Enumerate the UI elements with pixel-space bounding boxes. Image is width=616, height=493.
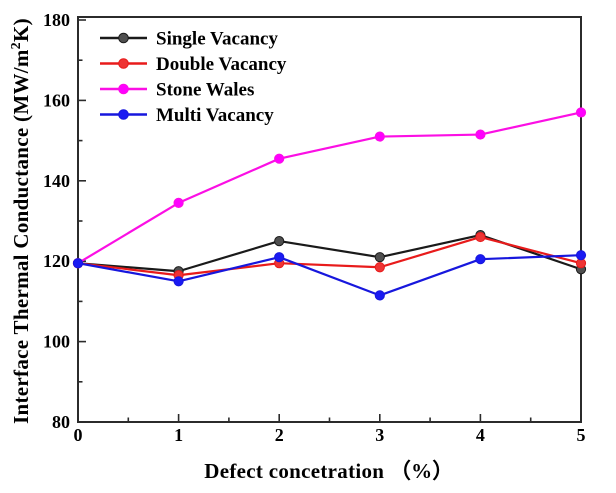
plot-area: 0 1 2 3 4 5 80 100 120 140 160 180 Single Vacancy Dou… — [43, 10, 587, 445]
legend-item-multi-vacancy: Multi Vacancy — [100, 105, 274, 126]
legend-item-double-vacancy: Double Vacancy — [100, 54, 287, 75]
x-tick-label: 4 — [476, 425, 485, 445]
series-single-vacancy — [72, 229, 587, 277]
x-tick-label: 2 — [275, 425, 284, 445]
data-point-marker — [475, 129, 486, 140]
legend-marker — [118, 83, 129, 95]
legend-label: Single Vacancy — [156, 29, 278, 50]
y-tick-label: 140 — [43, 171, 70, 191]
legend-item-single-vacancy: Single Vacancy — [100, 29, 278, 50]
legend-label: Multi Vacancy — [156, 105, 274, 126]
data-point-marker — [274, 252, 285, 263]
data-point-marker — [374, 131, 385, 142]
data-point-marker — [475, 231, 486, 243]
data-point-marker — [575, 250, 587, 261]
data-point-marker — [173, 197, 184, 209]
tick-labels: 0 1 2 3 4 5 80 100 120 140 160 180 — [43, 10, 586, 445]
x-tick-label: 5 — [577, 425, 586, 445]
series-line — [76, 111, 583, 265]
legend-marker — [118, 109, 129, 120]
legend: Single Vacancy Double Vacancy Stone Wales M… — [100, 29, 287, 126]
y-tick-label: 160 — [43, 90, 70, 110]
y-axis-title-text: Interface Thermal Conductance (MW/m2K) — [9, 18, 33, 424]
data-point-marker — [575, 107, 587, 118]
data-point-marker — [374, 252, 385, 263]
y-axis-title: Interface Thermal Conductance (MW/m2K) — [9, 18, 33, 424]
y-tick-label: 100 — [43, 332, 70, 352]
data-point-marker — [475, 254, 486, 265]
data-point-marker — [173, 276, 184, 287]
legend-label: Double Vacancy — [156, 54, 287, 75]
data-point-marker — [374, 262, 385, 273]
data-point-marker — [374, 290, 385, 301]
series-line — [76, 235, 583, 277]
y-tick-label: 80 — [52, 412, 70, 432]
x-axis-title: Defect concetration （%） — [204, 459, 453, 483]
x-tick-label: 1 — [174, 425, 183, 445]
data-point-marker — [72, 258, 84, 269]
y-tick-label: 120 — [43, 251, 70, 271]
series-line — [76, 254, 583, 297]
x-tick-label: 3 — [375, 425, 384, 445]
legend-marker — [118, 58, 129, 69]
series-multi-vacancy — [72, 250, 587, 301]
y-axis-ticks — [78, 19, 86, 423]
series-double-vacancy — [72, 231, 587, 281]
legend-item-stone-wales: Stone Wales — [100, 80, 254, 101]
y-tick-label: 180 — [43, 10, 70, 30]
plot-border — [77, 16, 582, 423]
legend-marker — [118, 32, 129, 44]
data-point-marker — [274, 153, 285, 164]
x-axis-ticks — [77, 414, 582, 422]
data-point-marker — [274, 236, 285, 247]
x-tick-label: 0 — [74, 425, 83, 445]
legend-label: Stone Wales — [156, 80, 254, 101]
